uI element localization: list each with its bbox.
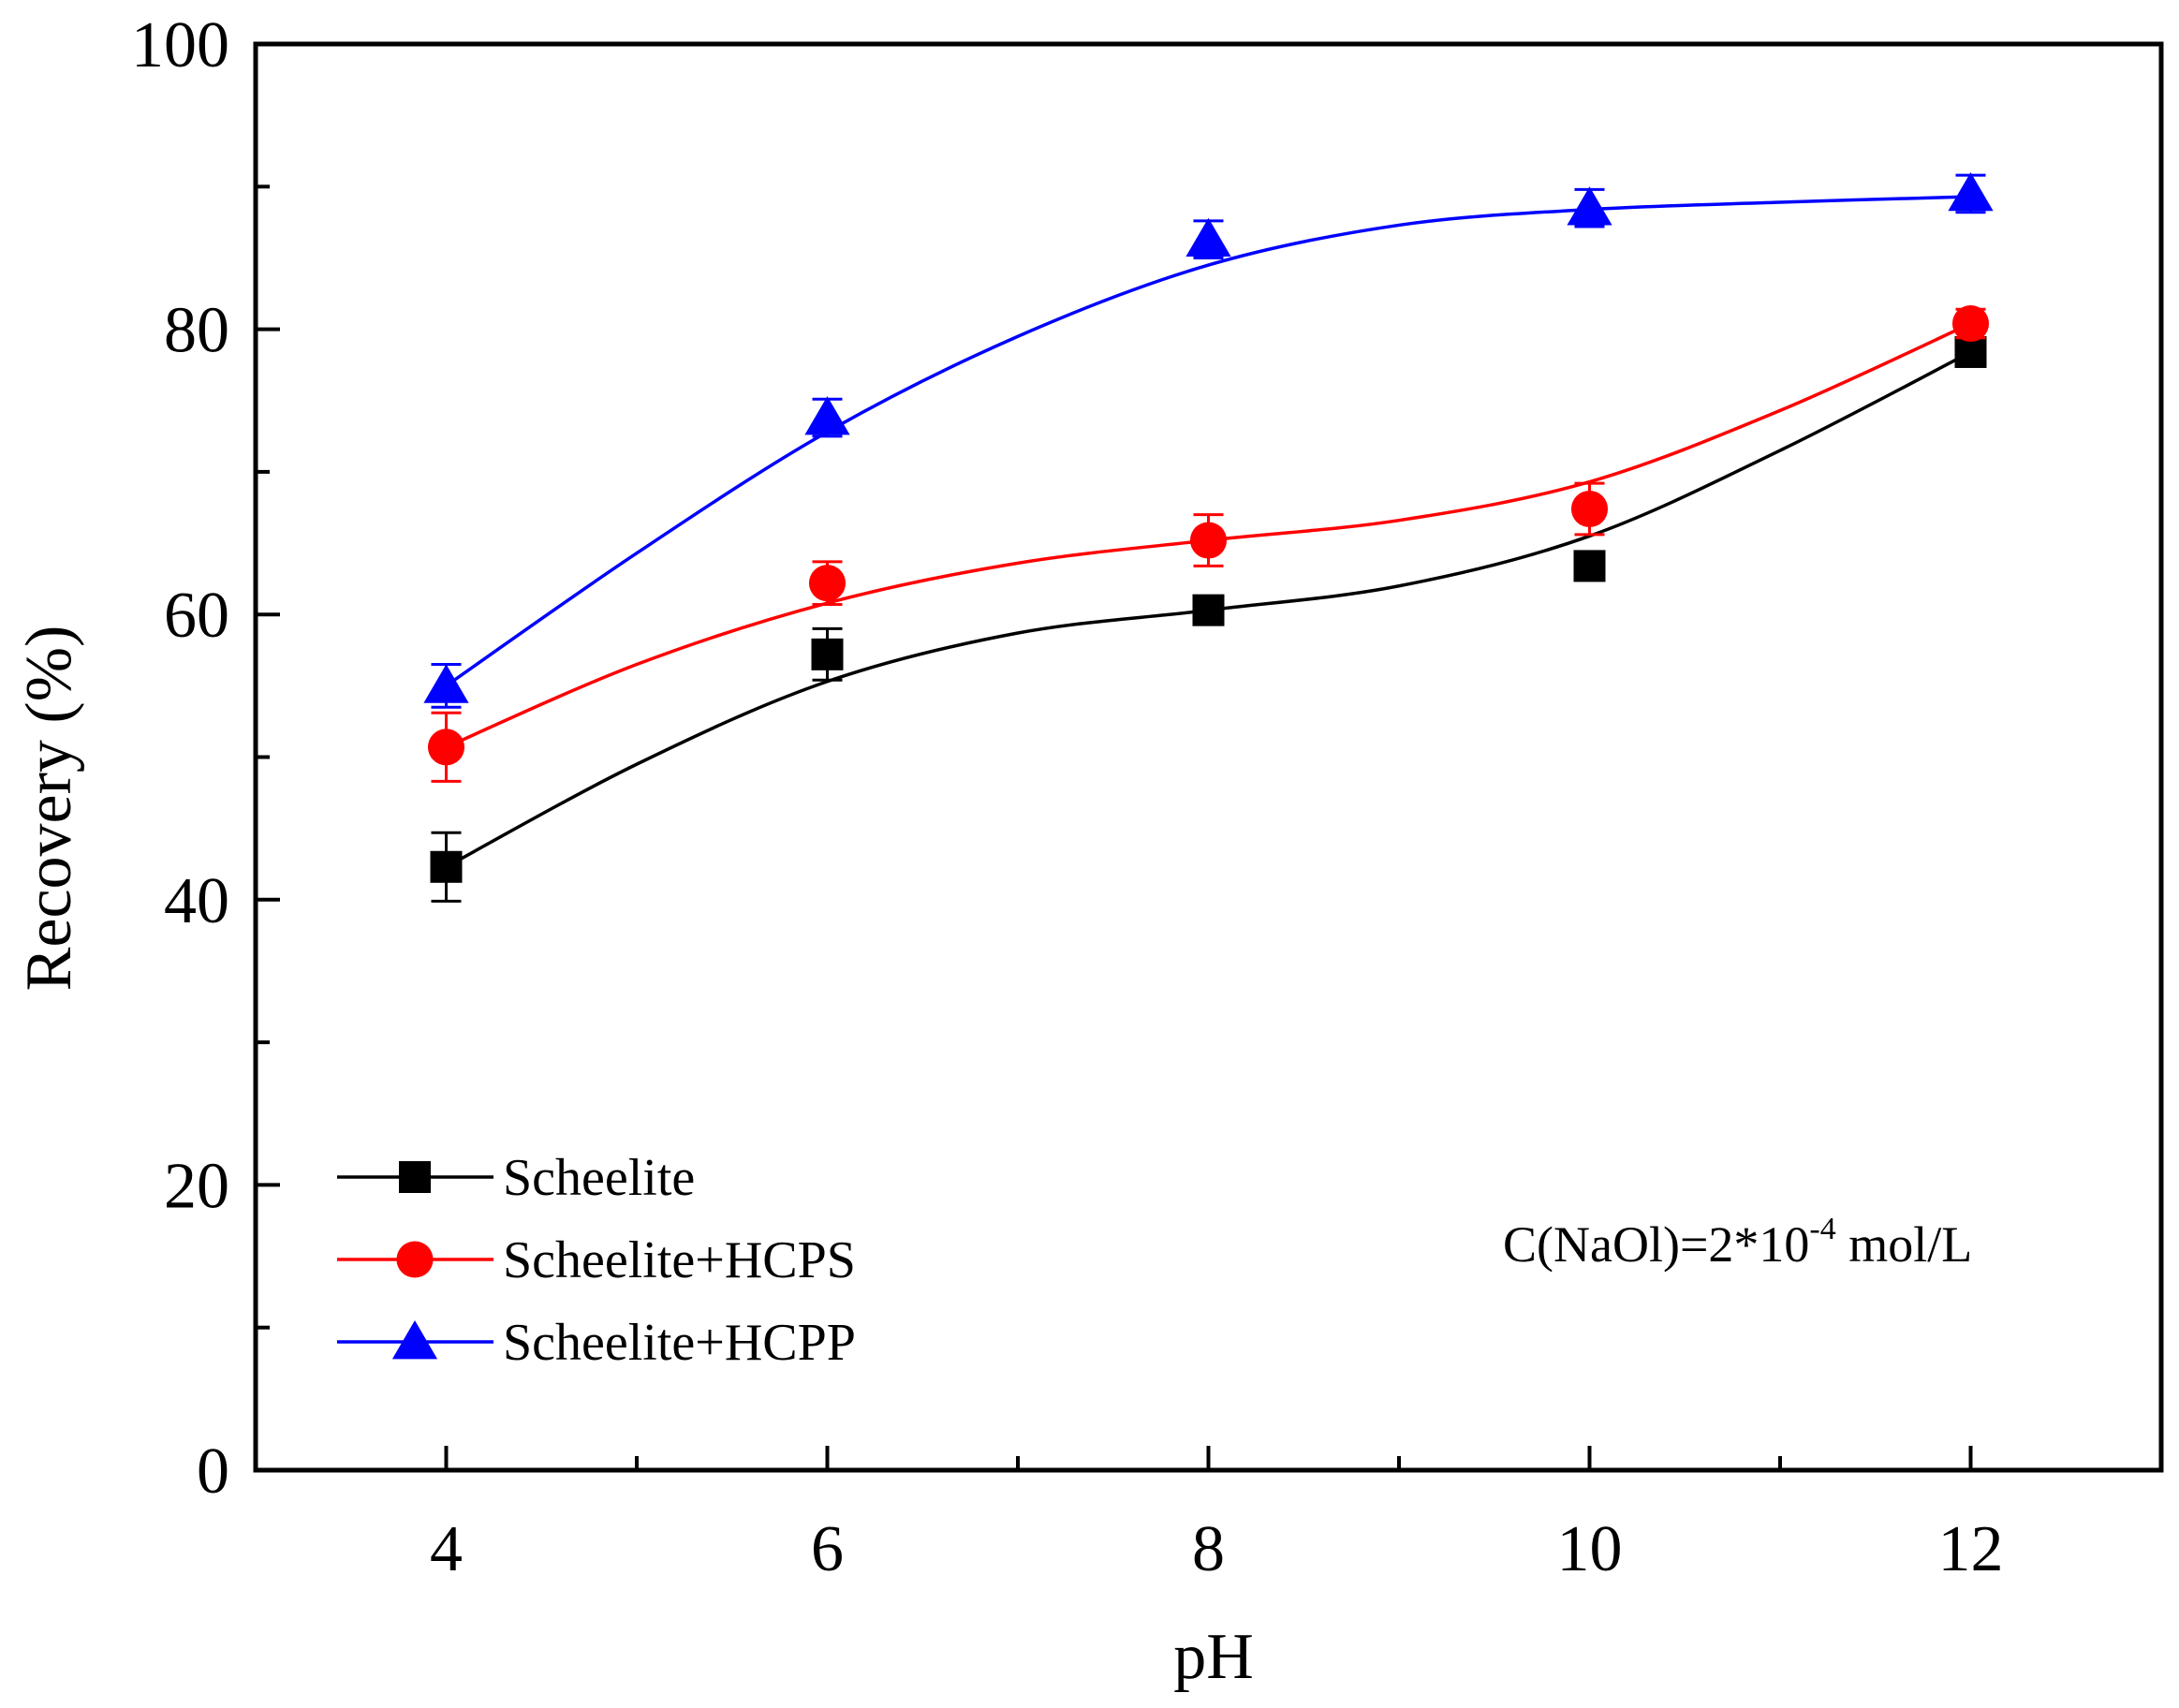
data-point-scheelite-hcpp xyxy=(1185,217,1231,258)
y-tick-label: 0 xyxy=(197,1436,229,1508)
y-tick-label: 40 xyxy=(164,865,229,937)
x-tick-label: 6 xyxy=(811,1513,844,1585)
legend-marker-scheelite-hcpp xyxy=(391,1320,438,1360)
x-tick-label: 12 xyxy=(1938,1513,2004,1585)
annotation-main-text: C(NaOl)=2*10 xyxy=(1503,1216,1809,1273)
data-point-scheelite-hcpp xyxy=(1567,186,1612,226)
annotation-superscript: -4 xyxy=(1809,1212,1835,1246)
y-tick-label: 100 xyxy=(131,9,229,81)
x-tick-label: 8 xyxy=(1192,1513,1225,1585)
data-point-scheelite-hcps xyxy=(1189,522,1228,559)
data-point-scheelite-hcps xyxy=(1951,304,1990,343)
legend-marker-scheelite xyxy=(399,1161,431,1193)
data-point-scheelite-hcps xyxy=(1570,490,1609,528)
data-point-scheelite-hcpp xyxy=(423,664,469,703)
data-point-scheelite xyxy=(1192,594,1225,626)
data-point-scheelite-hcps xyxy=(808,565,847,602)
data-point-scheelite xyxy=(811,638,844,670)
data-point-scheelite-hcps xyxy=(427,729,465,766)
series-line-scheelite-hcpp xyxy=(445,195,1971,687)
y-tick-label: 80 xyxy=(164,295,229,367)
legend-marker-scheelite-hcps xyxy=(396,1241,434,1278)
y-tick-label: 20 xyxy=(164,1150,229,1222)
data-point-scheelite-hcpp xyxy=(804,396,850,435)
legend-label-scheelite-hcps: Scheelite+HCPS xyxy=(503,1231,856,1289)
data-point-scheelite xyxy=(1573,550,1606,582)
legend: Scheelite Scheelite+HCPS Scheelite+HCPP xyxy=(337,1149,856,1372)
data-point-scheelite-hcpp xyxy=(1948,171,1994,212)
data-point-scheelite xyxy=(430,850,463,883)
legend-label-scheelite-hcpp: Scheelite+HCPP xyxy=(503,1314,856,1372)
concentration-annotation: C(NaOl)=2*10-4 mol/L xyxy=(1503,1212,1972,1273)
y-tick-label: 60 xyxy=(164,580,229,652)
x-axis-title: pH xyxy=(1173,1621,1254,1693)
legend-label-scheelite: Scheelite xyxy=(503,1149,695,1207)
plot-layer: 4 6 8 10 12 0 20 40 60 80 100 xyxy=(131,9,2164,1585)
x-tick-label: 10 xyxy=(1557,1513,1623,1585)
y-axis-title: Recovery (%) xyxy=(13,626,85,992)
x-tick-label: 4 xyxy=(430,1513,463,1585)
annotation-suffix: mol/L xyxy=(1836,1216,1973,1273)
